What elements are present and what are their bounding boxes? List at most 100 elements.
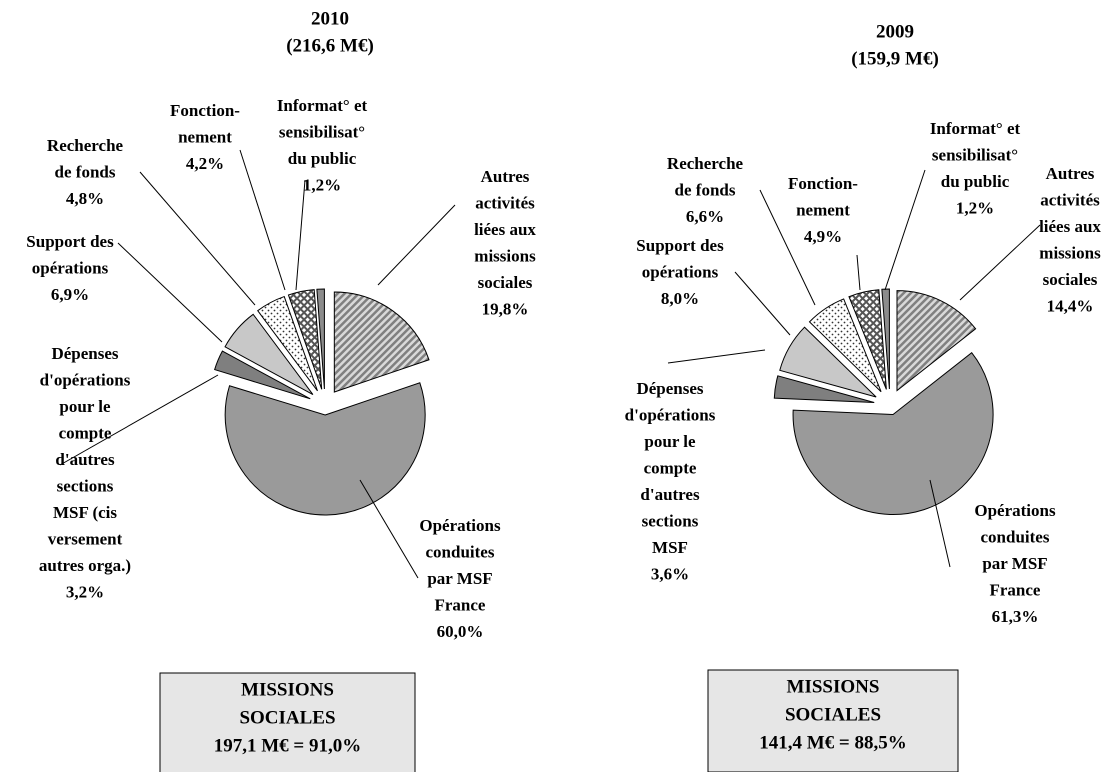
slice-label: versement [48,529,123,548]
slice-label: Informat° et [277,96,368,115]
pie-slice [257,295,318,392]
slice-label: Support des [636,236,724,255]
slice-label: liées aux [1039,217,1101,236]
leader-line [377,204,456,286]
slice-label: par MSF [427,569,492,588]
pie-slice [848,289,887,390]
leader-line [959,224,1041,301]
pie-slice [773,375,875,403]
summary-text: SOCIALES [785,704,881,725]
slice-label: Opérations [974,501,1056,520]
pie-slice [224,382,426,516]
slice-label: Fonction- [170,101,240,120]
slice-label: sections [642,511,699,530]
slice-label: sensibilisat° [932,145,1018,164]
value-label: 6,9% [51,285,89,304]
slice-label: liées aux [474,220,536,239]
slice-label: Opérations [419,516,501,535]
slice-label: du public [288,149,357,168]
slice-label: MSF [652,538,688,557]
leader-line [884,169,926,291]
pie-slice [792,352,994,515]
summary-text: 141,4 M€ = 88,5% [759,732,907,753]
slice-label: Recherche [667,154,744,173]
slice-label: compte [59,423,112,442]
slice-label: nement [796,200,850,219]
pie-slice [224,313,314,395]
pie-slice [779,326,877,398]
pie-slice [808,298,882,393]
slice-label: Fonction- [788,174,858,193]
slice-label: Dépenses [51,344,118,363]
slice-label: France [435,595,486,614]
slice-label: conduites [426,542,495,561]
slice-label: Recherche [47,136,124,155]
slice-label: sociales [1043,270,1098,289]
value-label: 3,6% [651,564,689,583]
slice-label: compte [644,458,697,477]
pie-slice [287,289,323,390]
slice-label: opérations [642,262,719,281]
summary-text: MISSIONS [241,679,334,700]
slice-label: France [990,580,1041,599]
slice-label: d'autres [55,450,115,469]
slice-label: sociales [478,273,533,292]
summary-text: SOCIALES [239,707,335,728]
value-label: 8,0% [661,289,699,308]
slice-label: MSF (cis [53,503,117,522]
summary-box [159,672,416,772]
leader-line [117,242,223,343]
slice-label: d'opérations [40,370,131,389]
summary-box [707,669,959,772]
value-label: 61,3% [992,607,1039,626]
value-label: 3,2% [66,582,104,601]
leader-line [734,271,791,336]
leader-line [295,179,306,291]
summary-text: MISSIONS [787,676,880,697]
slice-label: de fonds [55,162,116,181]
pie-slice [213,350,311,400]
value-label: 4,9% [804,227,842,246]
slice-label: sections [57,476,114,495]
leader-line [759,189,816,306]
value-label: 6,6% [686,207,724,226]
value-label: 60,0% [437,622,484,641]
chart-subtitle: (159,9 M€) [851,48,939,69]
value-label: 14,4% [1047,296,1094,315]
slice-label: activités [1040,190,1100,209]
leader-line [239,149,286,291]
slice-label: pour le [59,397,111,416]
leader-line [59,374,219,466]
slice-label: d'autres [640,485,700,504]
slice-label: du public [941,172,1010,191]
leader-line [359,479,419,579]
slice-label: opérations [32,258,109,277]
slice-label: Dépenses [636,379,703,398]
slice-label: nement [178,127,232,146]
value-label: 4,2% [186,154,224,173]
value-label: 1,2% [303,175,341,194]
value-label: 19,8% [482,299,529,318]
slice-label: Autres [1046,164,1095,183]
summary-text: 197,1 M€ = 91,0% [214,735,362,756]
chart-subtitle: (216,6 M€) [286,35,374,56]
slice-label: Support des [26,232,114,251]
leader-line [929,479,951,568]
leader-line [856,254,861,291]
slice-label: autres orga.) [39,556,131,575]
slice-label: de fonds [675,180,736,199]
pie-slice [896,290,977,392]
slice-label: sensibilisat° [279,122,365,141]
slice-label: Autres [481,167,530,186]
slice-label: missions [1039,243,1101,262]
slice-label: missions [474,246,536,265]
pie-slice [333,291,430,393]
slice-label: Informat° et [930,119,1021,138]
slice-label: d'opérations [625,405,716,424]
value-label: 4,8% [66,189,104,208]
slice-label: pour le [644,432,696,451]
value-label: 1,2% [956,198,994,217]
slice-label: par MSF [982,554,1047,573]
leader-line [139,171,256,306]
